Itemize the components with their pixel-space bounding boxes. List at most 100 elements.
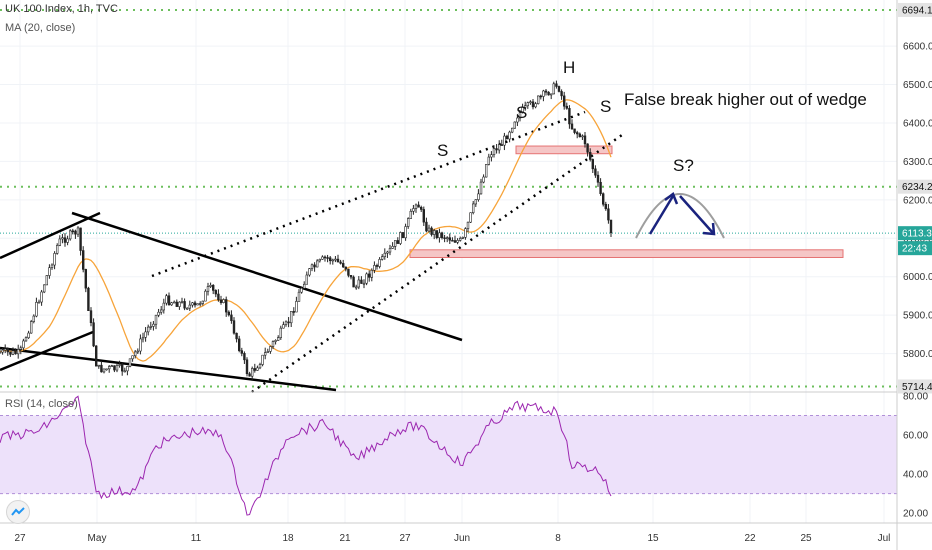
candle-body: [344, 266, 347, 270]
candle-body: [271, 341, 275, 347]
candle-body: [154, 314, 158, 325]
price-tag-bg: [898, 226, 932, 241]
projected-shoulder: [635, 192, 725, 239]
ma-legend[interactable]: MA (20, close): [5, 22, 76, 34]
candle-body: [466, 221, 470, 229]
candle-body: [9, 351, 12, 355]
candle-body: [453, 240, 457, 243]
candle-body: [373, 265, 376, 271]
candle-body: [549, 93, 553, 96]
time-tick-label: 27: [399, 533, 411, 544]
candle-body: [555, 83, 558, 87]
rsi-tick-label: 40.00: [903, 470, 928, 481]
candle-body: [300, 287, 303, 293]
rsi-axis[interactable]: 80.00 60.00 40.00 20.00: [903, 391, 928, 519]
price-tick-label: 5900.0: [903, 311, 932, 322]
candle-body: [560, 91, 563, 97]
candle-body: [48, 267, 51, 276]
candle-body: [289, 311, 293, 324]
candle-body: [118, 364, 121, 366]
candle-body: [432, 230, 436, 235]
candle-body: [456, 240, 459, 243]
candle-body: [110, 365, 114, 367]
candle-body: [391, 246, 394, 249]
candle-body: [188, 304, 191, 309]
candle-body: [266, 351, 269, 353]
candle-body: [469, 212, 472, 223]
tradingview-logo-icon[interactable]: [6, 500, 30, 524]
candle-body: [378, 259, 381, 267]
candle-body: [386, 251, 389, 254]
candle-body: [16, 349, 20, 355]
candle-body: [305, 274, 308, 285]
candle-body: [607, 208, 610, 221]
candle-body: [209, 284, 212, 287]
rsi-tick-label: 60.00: [903, 431, 928, 442]
candle-body: [503, 135, 506, 146]
candle-body: [263, 352, 267, 356]
candle-body: [404, 226, 407, 239]
candle-body: [193, 302, 197, 306]
candle-body: [591, 159, 595, 170]
candle-body: [328, 257, 332, 262]
candle-body: [425, 221, 428, 232]
zone-rect: [515, 145, 613, 155]
candle-body: [232, 320, 236, 334]
candle-body: [102, 368, 106, 373]
annotation-left-shoulder: S: [437, 141, 448, 160]
candle-body: [575, 132, 579, 135]
price-tag-bg: [898, 2, 932, 17]
annotation-projected-shoulder: S?: [673, 156, 694, 175]
rsi-legend[interactable]: RSI (14, close): [5, 398, 78, 410]
candle-body: [144, 331, 147, 338]
price-candles: [0, 80, 613, 381]
candle-body: [108, 366, 111, 370]
candle-body: [370, 269, 373, 278]
candle-body: [74, 230, 77, 235]
candle-body: [596, 174, 600, 183]
projected-shoulder-arc: [635, 193, 725, 239]
candle-body: [578, 133, 582, 138]
candle-body: [269, 346, 272, 352]
candle-body: [97, 364, 101, 367]
time-axis[interactable]: 27 May 11 18 21 27 Jun 8 15 22 25 Jul: [14, 533, 890, 544]
time-tick-label: 11: [191, 533, 202, 544]
candle-body: [315, 260, 319, 268]
tradingview-mark: [11, 507, 25, 516]
candle-body: [160, 309, 163, 313]
candle-body: [435, 230, 438, 238]
candle-body: [206, 286, 210, 292]
projected-down-arrow: [679, 195, 714, 234]
rsi-tick-label: 80.00: [903, 391, 928, 402]
candle-body: [357, 279, 360, 288]
candle-body: [339, 261, 342, 264]
candle-body: [115, 365, 119, 371]
candle-body: [547, 91, 550, 96]
price-tag-level: 6694.1: [902, 5, 932, 16]
candle-body: [180, 301, 184, 303]
candle-body: [557, 86, 561, 92]
candle-body: [0, 351, 2, 354]
horizontal-levels: [0, 8, 897, 388]
candle-body: [516, 117, 519, 123]
candle-body: [383, 252, 386, 257]
candle-body: [178, 301, 181, 307]
candle-body: [279, 327, 282, 338]
trend-drawings: [0, 110, 623, 394]
candle-body: [406, 218, 410, 227]
candle-body: [157, 311, 160, 316]
candle-body: [292, 311, 295, 313]
time-tick-label: Jun: [454, 533, 470, 544]
candle-body: [136, 350, 139, 353]
candle-body: [165, 295, 168, 304]
candle-body: [261, 354, 264, 365]
candle-body: [141, 336, 145, 340]
symbol-title[interactable]: UK 100 Index, 1h, TVC: [5, 3, 118, 15]
time-tick-label: 18: [282, 533, 294, 544]
candle-body: [474, 199, 477, 205]
candle-body: [251, 368, 254, 377]
price-axis[interactable]: 6600.06500.06400.06300.06200.06100.06000…: [903, 42, 932, 360]
candle-body: [497, 144, 501, 151]
price-tag-bg: [898, 241, 932, 256]
